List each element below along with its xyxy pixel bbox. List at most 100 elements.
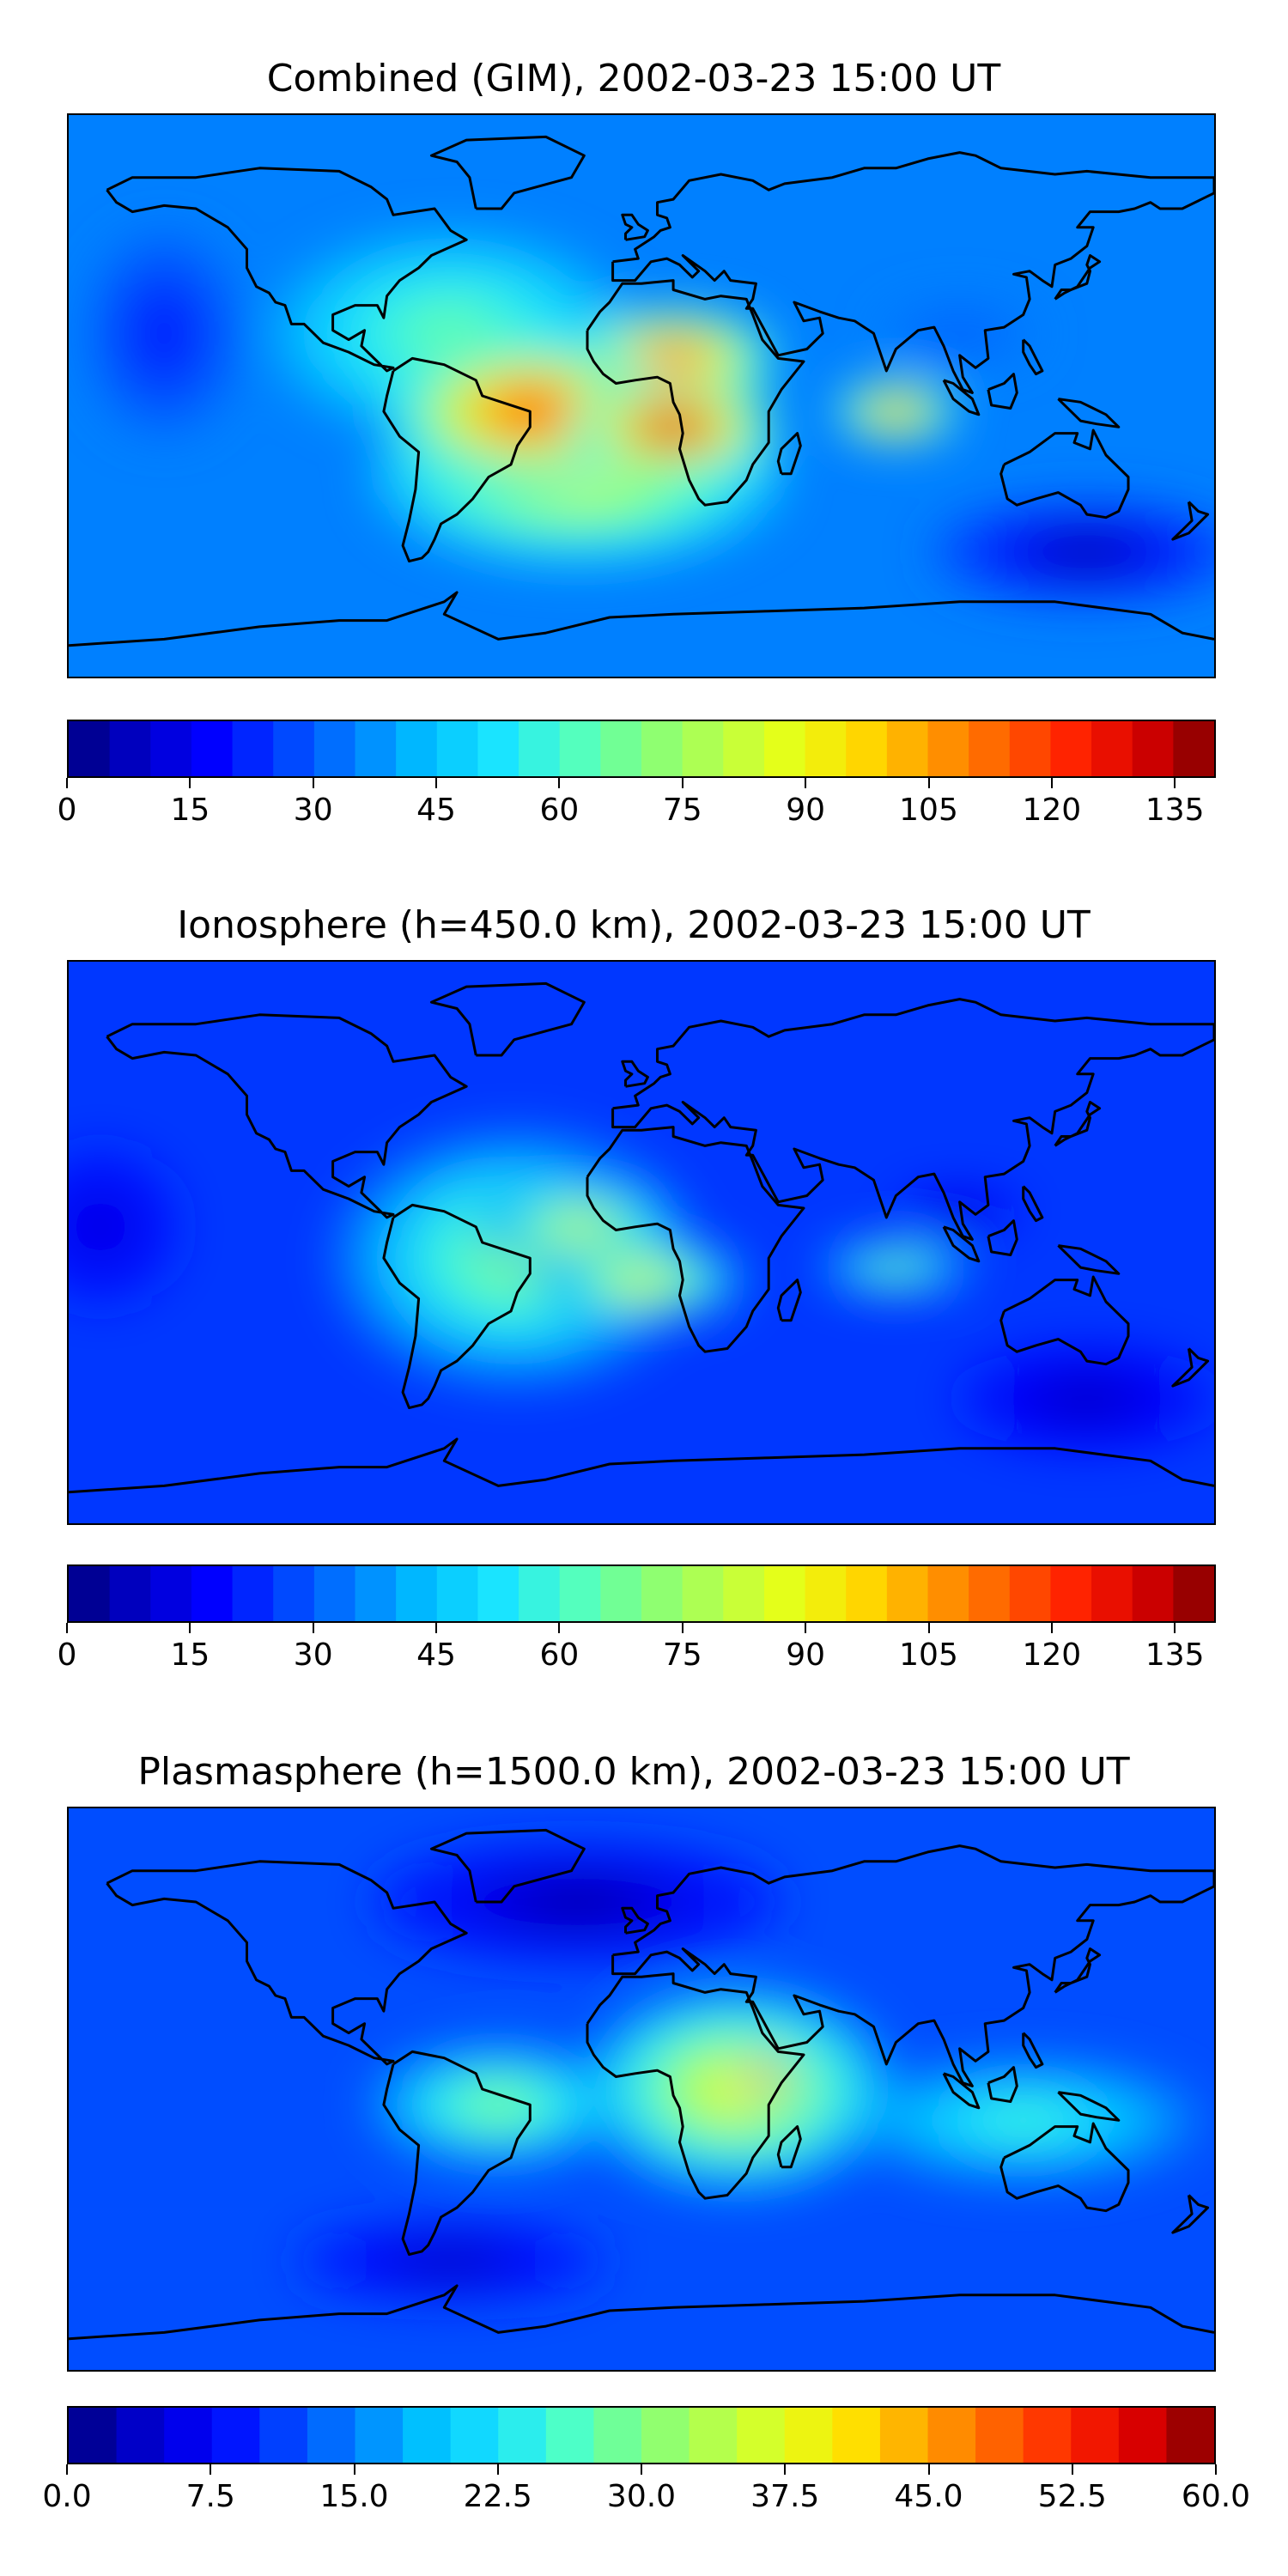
colorbar-tick-label: 37.5 [750, 2479, 820, 2514]
colorbar-tick [1174, 778, 1176, 788]
colorbar-level [355, 721, 397, 776]
field-feature [552, 1217, 604, 1237]
coastline-greenland [429, 981, 586, 1057]
colorbar-level [805, 721, 847, 776]
coastline-greenland [429, 135, 586, 210]
colorbar-level [975, 2408, 1024, 2463]
colorbar-level [232, 721, 274, 776]
colorbar-level [593, 2408, 642, 2463]
colorbar-tick-label: 30 [293, 793, 333, 828]
colorbar-tick [1174, 1623, 1176, 1633]
colorbar-level [641, 2408, 690, 2463]
colorbar-tick-label: 105 [899, 793, 958, 828]
colorbar-level [1173, 1566, 1214, 1621]
colorbar-level [927, 2408, 976, 2463]
colorbar-level [150, 1566, 192, 1621]
coastline-madagascar [776, 2125, 802, 2169]
colorbar-level [313, 721, 356, 776]
field-feature [616, 1270, 667, 1291]
coastline-britain [621, 1060, 649, 1088]
colorbar-level [641, 1566, 683, 1621]
colorbar-tick [435, 1623, 438, 1633]
colorbar-tick-label: 45.0 [894, 2479, 963, 2514]
field-feature [81, 1208, 120, 1246]
coastline-philippines [1022, 1185, 1044, 1223]
colorbar-tick-label: 0.0 [42, 2479, 92, 2514]
colorbar-level [1091, 721, 1133, 776]
colorbar-tick [927, 1623, 930, 1633]
colorbar-level [689, 2408, 738, 2463]
colorbar-level [116, 2408, 165, 2463]
colorbar-tick [210, 2464, 212, 2475]
colorbar-level [1071, 2408, 1120, 2463]
colorbar-level [600, 1566, 642, 1621]
colorbar-level [259, 2408, 308, 2463]
colorbar-level [886, 1566, 929, 1621]
colorbar-level [232, 1566, 274, 1621]
colorbar-tick-label: 75 [662, 1637, 702, 1673]
colorbar-tick [805, 1623, 807, 1633]
coastline-new-zealand [1171, 501, 1210, 541]
colorbar-level [969, 1566, 1011, 1621]
coastline-japan [1054, 1101, 1102, 1147]
coastline-britain [621, 1906, 649, 1935]
colorbar-tick [66, 2464, 68, 2475]
coastline-sumatra [942, 1225, 981, 1263]
colorbar-level [886, 721, 929, 776]
coastline-south-america [382, 2050, 532, 2257]
field-feature [412, 2251, 489, 2271]
coastline-south-america [382, 356, 532, 563]
chart-title: Ionosphere (h=450.0 km), 2002-03-23 15:0… [177, 903, 1091, 947]
coastline-north-america [106, 1860, 468, 2066]
field-feature [1048, 539, 1126, 565]
colorbar-tick [558, 778, 561, 788]
colorbar-tick [927, 2464, 930, 2475]
colorbar-tick-label: 22.5 [463, 2479, 532, 2514]
coastline-antarctica [69, 2284, 1214, 2341]
colorbar-tick [496, 2464, 499, 2475]
tec-map [67, 113, 1216, 678]
colorbar-level [846, 1566, 888, 1621]
field-feature [466, 2089, 531, 2120]
colorbar-level [191, 1566, 234, 1621]
colorbar-level [273, 1566, 315, 1621]
coastline-greenland [429, 1828, 586, 1904]
coastline-japan [1054, 1947, 1102, 1994]
coastline-australia [999, 428, 1130, 519]
colorbar-level [191, 721, 234, 776]
colorbar-tick [927, 778, 930, 788]
colorbar-tick-label: 105 [899, 1637, 958, 1673]
field-feature [761, 2066, 777, 2081]
coastline-antarctica [69, 1437, 1214, 1494]
colorbar-tick [189, 778, 191, 788]
colorbar-tick [558, 1623, 561, 1633]
colorbar-tick-label: 60 [539, 1637, 580, 1673]
field-feature [647, 414, 699, 440]
colorbar-tick-label: 75 [662, 793, 702, 828]
coastline-new-guinea [1057, 398, 1121, 428]
colorbar-level [927, 721, 969, 776]
colorbar-tick [312, 1623, 314, 1633]
colorbar-tick [66, 1623, 68, 1633]
field-feature [880, 404, 912, 419]
tec-map [67, 1807, 1216, 2372]
colorbar-level [784, 2408, 833, 2463]
colorbar-tick [1050, 1623, 1053, 1633]
coastline-eurasia [611, 998, 1214, 1241]
colorbar-tick-label: 15 [170, 1637, 210, 1673]
coastline-new-guinea [1057, 1244, 1121, 1275]
colorbar [67, 1564, 1216, 1623]
tec-map-plot [69, 115, 1214, 677]
coastline-africa [586, 1972, 805, 2200]
colorbar-ticks: 0 15 30 45 60 75 90 105 120 135 [58, 1623, 1216, 1674]
colorbar-level [1009, 1566, 1052, 1621]
colorbar-level [641, 721, 683, 776]
coastline-philippines [1022, 2032, 1044, 2069]
colorbar-level [1009, 721, 1052, 776]
colorbar [67, 720, 1216, 778]
colorbar-tick [189, 1623, 191, 1633]
colorbar-tick [681, 1623, 683, 1633]
colorbar-tick [66, 778, 68, 788]
colorbar-level [969, 721, 1011, 776]
colorbar-level [313, 1566, 356, 1621]
